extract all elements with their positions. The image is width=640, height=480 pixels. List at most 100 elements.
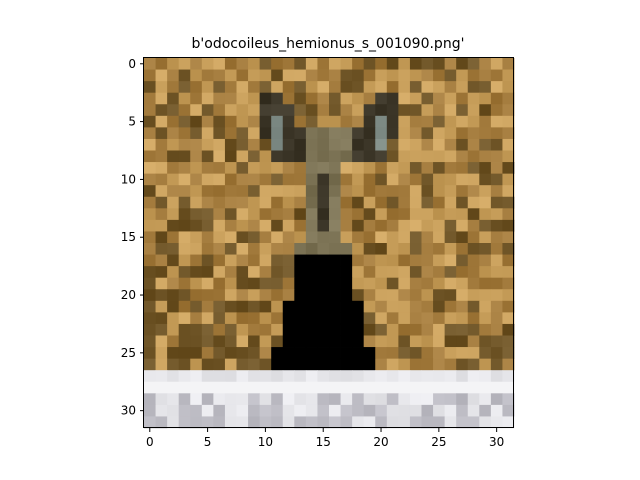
- pixel: [190, 104, 203, 117]
- pixel: [467, 58, 480, 70]
- pixel: [271, 300, 284, 313]
- pixel: [144, 393, 156, 406]
- pixel: [363, 335, 376, 348]
- pixel: [317, 289, 330, 302]
- pixel: [433, 138, 446, 151]
- pixel: [213, 381, 226, 394]
- pixel: [329, 358, 341, 371]
- pixel: [213, 185, 226, 198]
- pixel: [433, 196, 446, 209]
- pixel: [248, 370, 261, 383]
- pixel: [144, 266, 156, 279]
- x-tick-label: 25: [431, 435, 446, 449]
- pixel: [155, 92, 168, 105]
- pixel: [155, 335, 168, 348]
- pixel: [248, 104, 261, 117]
- pixel: [444, 393, 457, 406]
- pixel: [467, 416, 480, 429]
- pixel: [178, 370, 191, 383]
- pixel: [190, 358, 203, 371]
- pixel: [375, 277, 388, 290]
- pixel: [363, 58, 376, 70]
- pixel: [178, 335, 191, 348]
- pixel: [375, 370, 388, 383]
- pixel: [282, 127, 295, 140]
- pixel: [190, 81, 203, 94]
- pixel: [479, 254, 492, 267]
- pixel: [317, 208, 330, 221]
- pixel: [502, 323, 515, 336]
- pixel: [363, 300, 376, 313]
- pixel: [409, 404, 422, 417]
- pixel: [456, 173, 469, 186]
- pixel: [421, 254, 434, 267]
- pixel: [155, 393, 168, 406]
- pixel: [213, 347, 226, 360]
- pixel: [294, 358, 307, 371]
- pixel: [398, 150, 411, 163]
- pixel: [271, 58, 284, 70]
- pixel: [502, 231, 515, 244]
- pixel: [224, 300, 237, 313]
- pixel: [329, 231, 341, 244]
- pixel: [479, 381, 492, 394]
- pixel: [375, 266, 388, 279]
- pixel: [363, 173, 376, 186]
- pixel: [144, 219, 156, 232]
- pixel: [236, 208, 249, 221]
- pixel: [144, 92, 156, 105]
- pixel: [201, 347, 214, 360]
- pixel: [421, 185, 434, 198]
- pixel: [317, 312, 330, 325]
- pixel: [305, 358, 318, 371]
- pixel: [433, 416, 446, 429]
- pixel: [317, 127, 330, 140]
- pixel: [490, 196, 503, 209]
- pixel: [421, 150, 434, 163]
- pixel: [421, 81, 434, 94]
- pixel: [467, 347, 480, 360]
- pixel: [236, 150, 249, 163]
- pixel: [329, 173, 341, 186]
- pixel: [144, 138, 156, 151]
- pixel: [271, 335, 284, 348]
- pixel: [155, 381, 168, 394]
- pixel: [444, 254, 457, 267]
- pixel: [248, 150, 261, 163]
- pixel: [409, 416, 422, 429]
- pixel: [467, 138, 480, 151]
- pixel: [421, 393, 434, 406]
- pixel: [190, 323, 203, 336]
- pixel: [490, 323, 503, 336]
- pixel: [282, 266, 295, 279]
- pixel: [479, 404, 492, 417]
- pixel: [155, 370, 168, 383]
- pixel: [224, 196, 237, 209]
- pixel: [294, 404, 307, 417]
- pixel: [178, 69, 191, 82]
- pixel: [190, 185, 203, 198]
- pixel: [178, 393, 191, 406]
- pixel: [409, 370, 422, 383]
- pixel: [294, 138, 307, 151]
- pixel: [363, 81, 376, 94]
- pixel: [456, 393, 469, 406]
- pixel: [317, 335, 330, 348]
- pixel: [236, 381, 249, 394]
- pixel: [490, 185, 503, 198]
- pixel: [178, 219, 191, 232]
- pixel: [190, 266, 203, 279]
- pixel: [386, 150, 399, 163]
- pixel: [167, 300, 180, 313]
- pixel: [329, 323, 341, 336]
- pixel: [144, 185, 156, 198]
- pixel: [190, 173, 203, 186]
- pixel: [398, 219, 411, 232]
- pixel: [294, 300, 307, 313]
- pixel: [167, 381, 180, 394]
- pixel: [271, 416, 284, 429]
- pixel: [398, 416, 411, 429]
- pixel: [409, 393, 422, 406]
- pixel: [409, 58, 422, 70]
- pixel: [433, 92, 446, 105]
